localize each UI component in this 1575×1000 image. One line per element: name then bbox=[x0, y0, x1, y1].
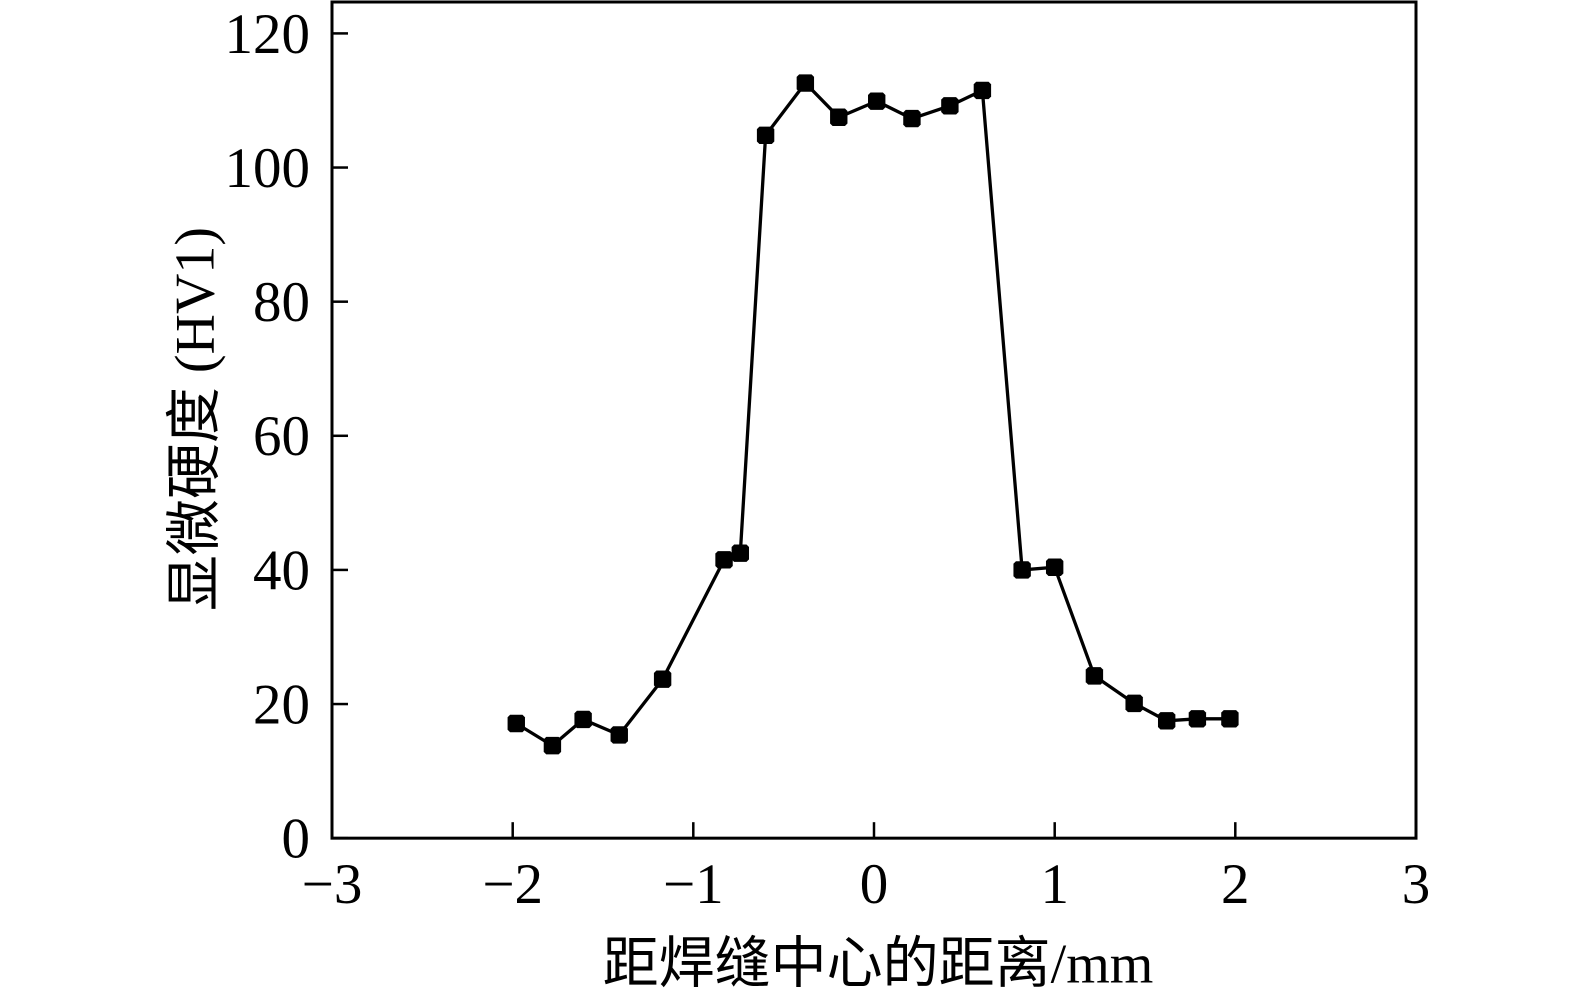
svg-text:120: 120 bbox=[225, 3, 311, 66]
svg-text:2: 2 bbox=[1221, 853, 1250, 916]
svg-text:60: 60 bbox=[253, 405, 310, 468]
svg-text:80: 80 bbox=[253, 271, 310, 334]
svg-text:0: 0 bbox=[282, 808, 311, 871]
svg-text:20: 20 bbox=[253, 673, 310, 736]
svg-text:−2: −2 bbox=[482, 853, 543, 916]
svg-text:0: 0 bbox=[860, 853, 889, 916]
svg-text:−1: −1 bbox=[663, 853, 724, 916]
svg-text:1: 1 bbox=[1040, 853, 1069, 916]
svg-text:3: 3 bbox=[1402, 853, 1431, 916]
svg-text:−3: −3 bbox=[302, 853, 363, 916]
svg-text:40: 40 bbox=[253, 539, 310, 602]
svg-text:100: 100 bbox=[225, 137, 311, 200]
